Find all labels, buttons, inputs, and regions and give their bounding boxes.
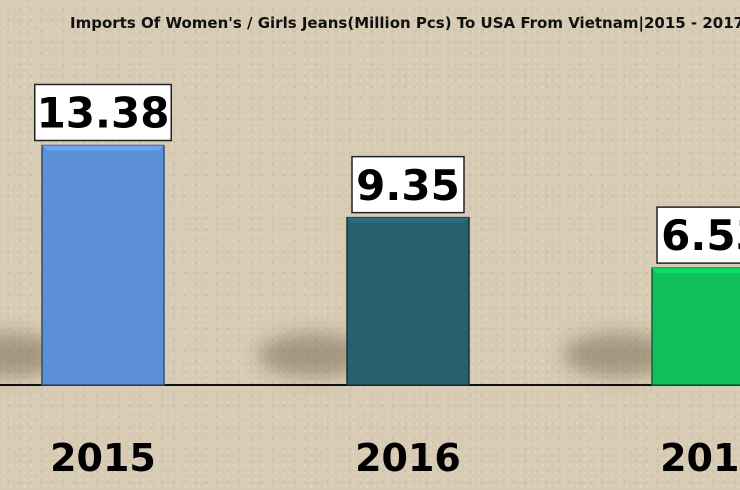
bar-shadow — [563, 333, 673, 377]
x-tick-label: 2015 — [50, 436, 156, 480]
value-label-box — [351, 155, 465, 214]
bar-bevel — [42, 145, 164, 151]
chart-title: Imports Of Women's / Girls Jeans(Million… — [70, 14, 740, 32]
bar-2017 — [651, 267, 740, 386]
bar-shadow — [258, 333, 368, 377]
bar-2016 — [346, 216, 470, 386]
value-label: 6.53 — [661, 211, 740, 260]
bar-bevel — [347, 217, 469, 223]
value-label-box — [34, 83, 172, 142]
bar-2015 — [41, 144, 165, 386]
value-label: 13.38 — [37, 89, 170, 138]
value-label-box — [656, 206, 740, 264]
value-label: 9.35 — [356, 161, 460, 210]
x-tick-label: 2017 — [660, 436, 740, 480]
x-tick-label: 2016 — [355, 436, 461, 480]
bar-bevel — [652, 268, 740, 274]
